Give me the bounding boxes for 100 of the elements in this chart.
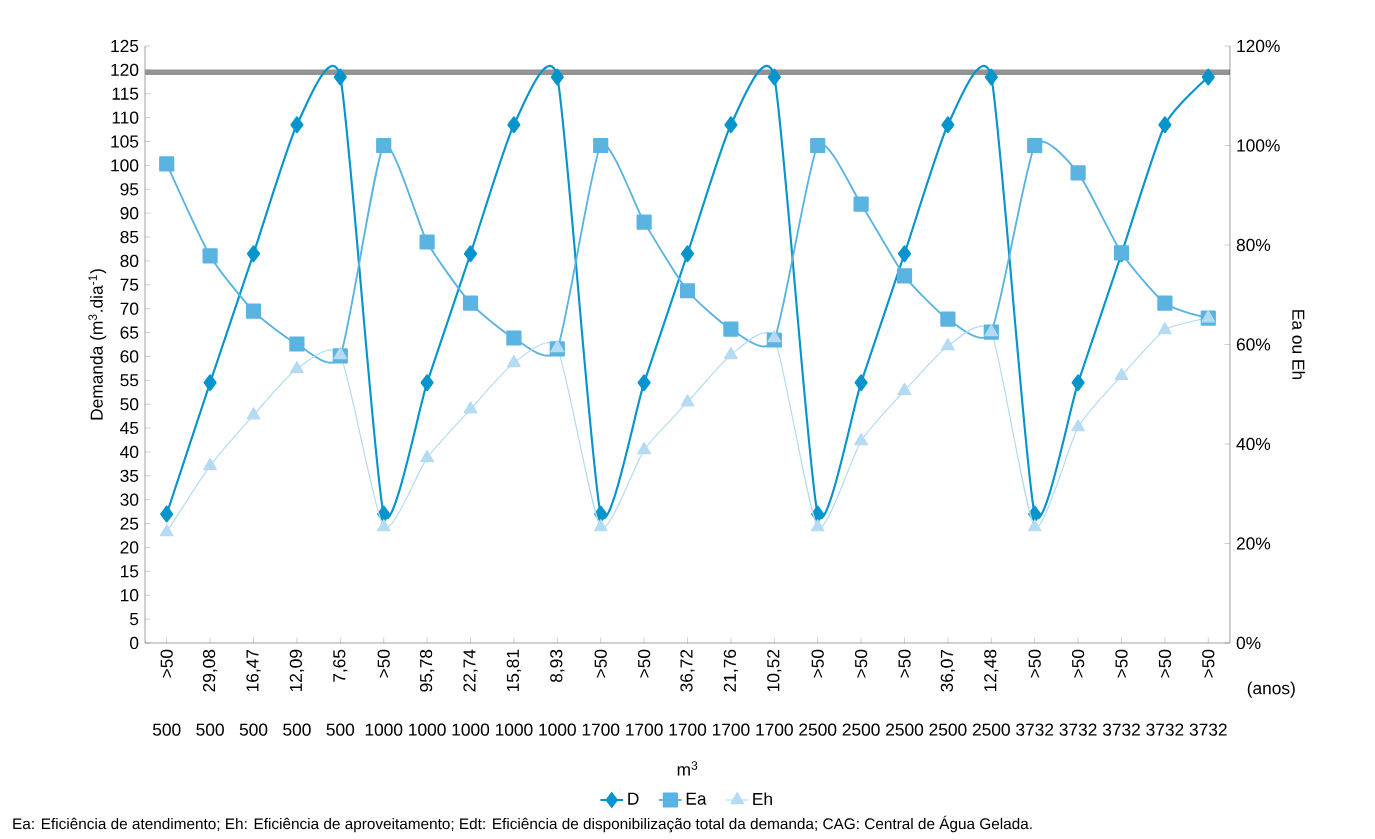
point [1027,137,1043,154]
point [289,360,304,374]
point [507,116,521,134]
y-tick-label: 115 [112,87,139,100]
point [1071,419,1086,432]
point [506,330,522,346]
y-tick-label: 40 [120,445,139,459]
text: 2500 [799,723,837,736]
y-tick-label: 105 [111,135,139,148]
point [506,354,521,368]
point [679,283,696,299]
x-tick-label: 22,74 [463,649,478,692]
y-tick-label: 95 [120,183,139,196]
point [377,505,391,523]
point [376,519,391,532]
point [550,340,565,353]
point [854,374,868,392]
point [246,407,261,420]
point [1027,519,1042,532]
point [984,68,998,86]
point [246,245,261,263]
point [941,116,955,134]
y-tick-label: 10 [121,589,139,602]
point [245,303,262,319]
point [290,116,304,134]
text: 1700 [669,723,707,736]
point [333,347,348,360]
point [853,196,869,212]
point [1070,165,1086,181]
y-tick-label: 35 [120,469,139,482]
y2-tick-label: 0% [1236,636,1261,650]
y2-tick-label: 40% [1236,437,1271,451]
y-tick-label: 70 [120,302,139,315]
x-tick-label: 21,76 [723,649,739,692]
y-tick-label: 110 [112,111,139,124]
point [1201,68,1215,86]
point [160,505,174,523]
y-tick-label: 15 [121,565,139,578]
point [593,519,608,532]
x-tick-label: 10,52 [767,649,782,692]
text: 500 [196,723,224,736]
x-tick-label: >50 [594,649,607,678]
point [810,137,826,154]
x-tick-label: 29,08 [202,649,218,692]
x-tick-label: 36,07 [940,649,956,692]
point [724,116,738,134]
y2-tick-label: 100% [1237,139,1280,152]
point [1157,322,1172,335]
text: 1000 [539,723,576,736]
point [680,394,695,407]
point [940,311,956,327]
text: 500 [283,723,311,736]
x-tick-label: 36,72 [680,649,695,692]
point [376,137,392,154]
text: 1000 [495,723,533,736]
point [159,156,175,172]
point [1114,367,1129,381]
text: Ea: Eficiência de atendimento; Eh: Eficiência de aproveitamento; Edt: Eficiência de disponibilização total da demanda; CAG: Central de Água Gelada. [13,815,1032,833]
y-tick-label: 120 [111,63,139,77]
point [289,336,305,352]
text: (anos) [1247,681,1295,698]
text: 500 [326,723,355,736]
text: 500 [152,723,181,736]
point [1157,295,1173,311]
point [810,519,825,532]
x-tick-label: >50 [1202,649,1215,678]
y-tick-label: 90 [120,207,139,220]
y-tick-label: 65 [120,326,139,339]
x-tick-label: >50 [637,649,651,678]
point [333,68,347,86]
text: 1700 [712,723,750,736]
x-tick-label: 12,09 [289,649,305,692]
x-tick-label: >50 [898,649,911,678]
legend-label: D [628,792,639,805]
x-tick-label: 15,81 [506,649,522,692]
x-tick-label: >50 [854,649,868,678]
y-tick-label: 5 [130,613,139,626]
y-tick-label: 80 [120,254,139,268]
point [637,442,652,455]
point [637,374,651,392]
point [463,401,478,414]
point [420,449,435,463]
y-tick-label: 0 [130,636,139,650]
point [462,295,479,311]
y-tick-label: 25 [120,517,139,530]
x-tick-label: 95,78 [419,649,435,692]
y-tick-label: 20 [120,541,139,554]
point [723,321,739,337]
y-axis-title: Demanda (m$^{3}$.dia$^{-1}$) [88,269,107,420]
point [1158,116,1172,134]
y-tick-label: 100 [111,159,139,172]
point [897,382,912,396]
text: 2500 [929,723,967,736]
legend-label: Eh [753,792,772,805]
y-tick-label: 60 [120,350,139,363]
point [463,245,478,263]
text: m$^{3}$ [677,761,698,776]
text: 1000 [365,723,403,736]
text: 3732 [1016,723,1054,736]
text: 3732 [1189,723,1227,736]
